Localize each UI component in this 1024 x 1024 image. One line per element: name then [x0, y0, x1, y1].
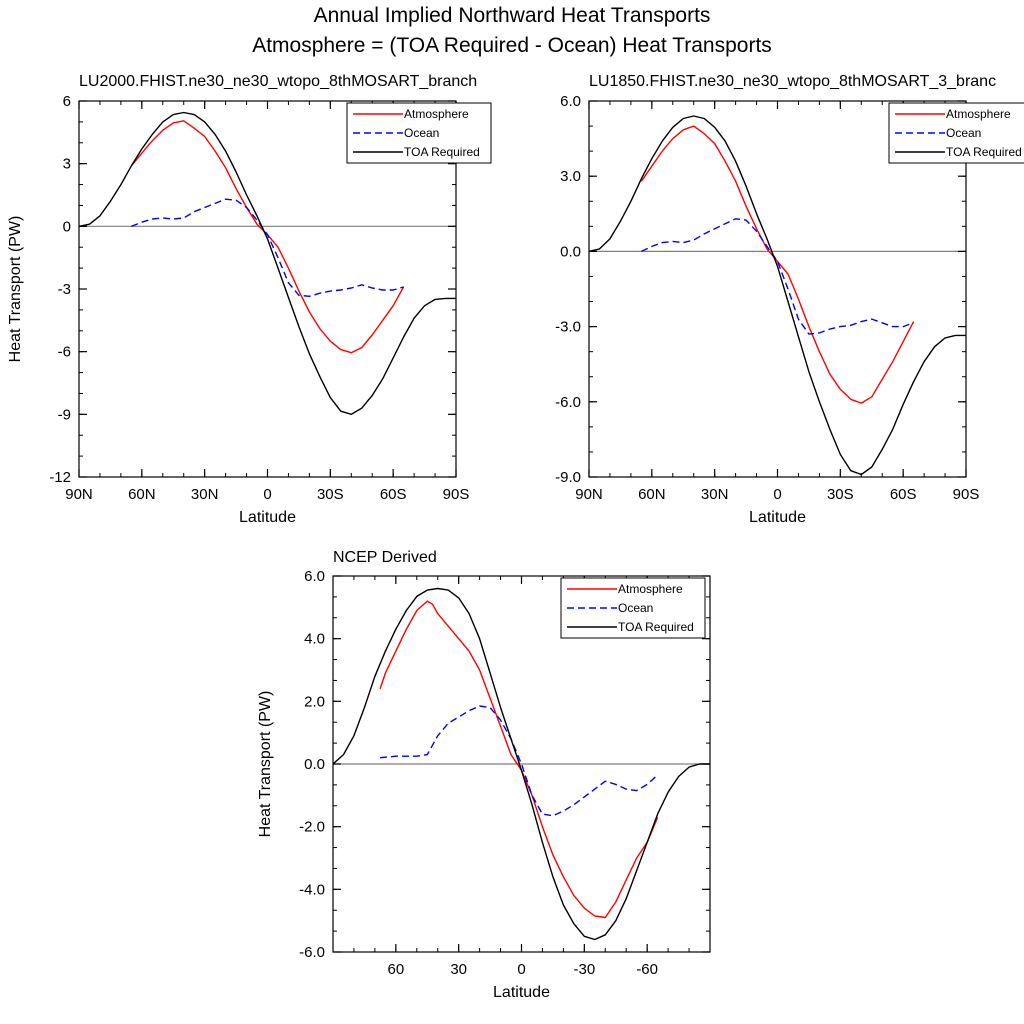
y-axis-label: Heat Transport (PW)	[257, 691, 274, 838]
x-tick-label: -60	[636, 961, 658, 978]
legend-label: TOA Required	[946, 145, 1022, 159]
x-tick-label: 30S	[317, 486, 344, 503]
y-tick-label: -2.0	[299, 819, 325, 836]
y-tick-label: 4.0	[304, 631, 325, 648]
legend-label: Ocean	[946, 126, 981, 140]
y-tick-label: -6	[58, 344, 71, 361]
legend-box	[888, 102, 1024, 164]
legend-label: Ocean	[618, 601, 653, 615]
legend-label: TOA Required	[404, 145, 480, 159]
legend-label: Atmosphere	[946, 107, 1011, 121]
y-tick-label: 6	[63, 93, 71, 110]
chart-panel-2: LU1850.FHIST.ne30_ne30_wtopo_8thMOSART_3…	[555, 73, 1024, 526]
y-axis-label: Heat Transport (PW)	[7, 216, 24, 363]
figure-title-line2: Atmosphere = (TOA Required - Ocean) Heat…	[252, 34, 772, 57]
x-tick-label: 90S	[953, 486, 980, 503]
legend-label: Atmosphere	[618, 582, 683, 596]
y-tick-label: 2.0	[304, 693, 325, 710]
legend: Atmosphere Ocean TOA Required	[560, 577, 706, 639]
series-line-ocean	[131, 198, 404, 297]
legend-label: Atmosphere	[404, 107, 469, 121]
series-line-ocean	[641, 218, 914, 335]
x-axis-label: Latitude	[749, 509, 806, 526]
y-tick-label: -4.0	[299, 881, 325, 898]
series-line-atmosphere	[379, 600, 659, 919]
series-group	[79, 111, 456, 415]
series-line-ocean	[380, 705, 659, 817]
y-tick-label: 0.0	[304, 756, 325, 773]
x-axis-label: Latitude	[239, 509, 296, 526]
series-line-toa-required	[589, 115, 966, 476]
y-tick-label: -3	[58, 281, 71, 298]
series-line-toa-required	[79, 111, 456, 415]
y-tick-label: -9.0	[555, 469, 581, 486]
chart-title: LU1850.FHIST.ne30_ne30_wtopo_8thMOSART_3…	[589, 73, 996, 90]
y-tick-label: -3.0	[555, 319, 581, 336]
x-tick-label: 90N	[65, 486, 93, 503]
y-tick-label: 0	[63, 218, 71, 235]
series-line-atmosphere	[640, 125, 915, 404]
legend-label: TOA Required	[618, 620, 694, 634]
x-tick-label: 0	[517, 961, 525, 978]
x-tick-label: 30	[450, 961, 467, 978]
x-tick-label: 0	[773, 486, 781, 503]
y-tick-label: 6.0	[304, 568, 325, 585]
legend-label: Ocean	[404, 126, 439, 140]
y-tick-label: 6.0	[560, 93, 581, 110]
y-tick-label: -6.0	[555, 394, 581, 411]
y-tick-label: 3	[63, 156, 71, 173]
x-tick-label: 30N	[191, 486, 219, 503]
x-axis-label: Latitude	[493, 984, 550, 1001]
x-tick-label: 60N	[638, 486, 666, 503]
x-tick-label: 60S	[380, 486, 407, 503]
y-tick-label: -9	[58, 406, 71, 423]
y-tick-label: -6.0	[299, 944, 325, 961]
series-line-toa-required	[333, 587, 710, 941]
y-tick-label: -12	[49, 469, 71, 486]
x-tick-label: 90S	[443, 486, 470, 503]
chart-panels: LU2000.FHIST.ne30_ne30_wtopo_8thMOSART_b…	[7, 73, 1024, 1001]
chart-title: NCEP Derived	[333, 549, 437, 566]
x-tick-label: 0	[263, 486, 271, 503]
legend: Atmosphere Ocean TOA Required	[346, 102, 492, 164]
x-tick-label: 30S	[827, 486, 854, 503]
x-tick-label: 60S	[890, 486, 917, 503]
x-tick-label: -30	[573, 961, 595, 978]
series-group	[333, 587, 710, 941]
x-tick-label: 30N	[701, 486, 729, 503]
legend: Atmosphere Ocean TOA Required	[888, 102, 1024, 164]
y-tick-label: 0.0	[560, 243, 581, 260]
figure-title-line1: Annual Implied Northward Heat Transports	[314, 4, 711, 27]
series-group	[589, 115, 966, 476]
x-tick-label: 60N	[128, 486, 156, 503]
chart-title: LU2000.FHIST.ne30_ne30_wtopo_8thMOSART_b…	[79, 73, 477, 90]
x-tick-label: 90N	[575, 486, 603, 503]
y-tick-label: 3.0	[560, 168, 581, 185]
chart-panel-1: LU2000.FHIST.ne30_ne30_wtopo_8thMOSART_b…	[7, 73, 492, 526]
chart-panel-3: NCEP Derived 60 30 0 -30 -60 6.0 4.0 2.0 0.0 -2.0 -…	[257, 549, 711, 1001]
x-tick-label: 60	[387, 961, 404, 978]
